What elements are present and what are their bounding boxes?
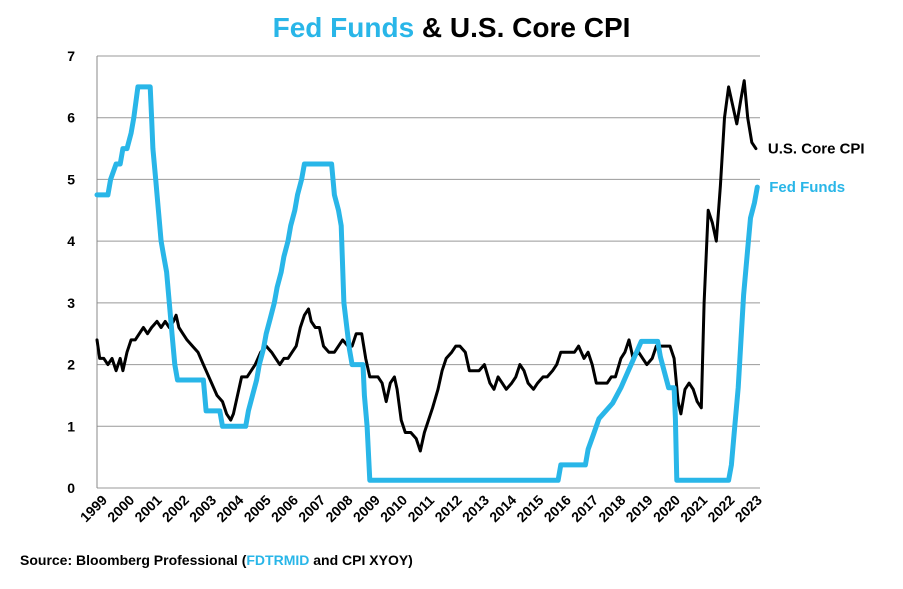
x-tick-label: 2005 xyxy=(240,492,273,525)
x-tick-label: 2004 xyxy=(213,492,246,525)
x-tick-label: 2011 xyxy=(404,492,437,525)
x-tick-label: 1999 xyxy=(77,492,110,525)
y-tick-label: 5 xyxy=(67,171,75,187)
x-tick-label: 2007 xyxy=(295,492,328,525)
x-tick-label: 2017 xyxy=(568,492,601,525)
source-highlight: FDTRMID xyxy=(246,552,310,568)
x-tick-label: 2000 xyxy=(104,492,137,525)
x-tick-label: 2020 xyxy=(650,492,683,525)
series-labels: U.S. Core CPI Fed Funds xyxy=(768,141,865,197)
x-tick-label: 2018 xyxy=(595,492,628,525)
title-fed-funds: Fed Funds xyxy=(272,12,415,43)
x-tick-label: 2010 xyxy=(377,492,410,525)
chart-title: Fed Funds & U.S. Core CPI xyxy=(0,12,903,44)
y-tick-label: 6 xyxy=(67,110,75,126)
x-tick-label: 2019 xyxy=(622,492,655,525)
series-label: Fed Funds xyxy=(769,179,845,196)
source-suffix: and CPI XYOY) xyxy=(309,552,413,568)
source-note: Source: Bloomberg Professional (FDTRMID … xyxy=(20,552,413,568)
y-tick-label: 3 xyxy=(67,295,75,311)
series-lines xyxy=(94,79,760,483)
y-tick-label: 4 xyxy=(67,233,75,249)
series-line-u-s-core-cpi xyxy=(95,79,758,453)
y-tick-label: 1 xyxy=(67,418,75,434)
x-tick-label: 2008 xyxy=(322,492,355,525)
series-label: U.S. Core CPI xyxy=(768,141,865,158)
x-tick-label: 2003 xyxy=(186,492,219,525)
source-prefix: Source: Bloomberg Professional ( xyxy=(20,552,247,568)
y-tick-label: 7 xyxy=(67,48,75,64)
y-axis-ticks: 0 1 2 3 4 5 6 7 xyxy=(67,48,75,496)
x-tick-label: 2016 xyxy=(541,492,574,525)
x-tick-label: 2014 xyxy=(486,492,519,525)
title-rest: & U.S. Core CPI xyxy=(414,12,631,43)
x-tick-label: 2022 xyxy=(704,492,737,525)
x-tick-label: 2023 xyxy=(732,492,765,525)
x-tick-label: 2021 xyxy=(677,492,710,525)
grid-lines xyxy=(96,55,760,489)
x-axis-ticks: 1999200020012002200320042005200620072008… xyxy=(77,492,765,525)
x-tick-label: 2002 xyxy=(159,492,192,525)
x-tick-label: 2006 xyxy=(268,492,301,525)
x-tick-label: 2009 xyxy=(350,492,383,525)
series-line-fed-funds xyxy=(94,84,760,483)
y-tick-label: 2 xyxy=(67,357,75,373)
x-tick-label: 2001 xyxy=(131,492,164,525)
x-tick-label: 2012 xyxy=(431,492,464,525)
y-tick-label: 0 xyxy=(67,480,75,496)
x-tick-label: 2013 xyxy=(459,492,492,525)
x-tick-label: 2015 xyxy=(513,492,546,525)
